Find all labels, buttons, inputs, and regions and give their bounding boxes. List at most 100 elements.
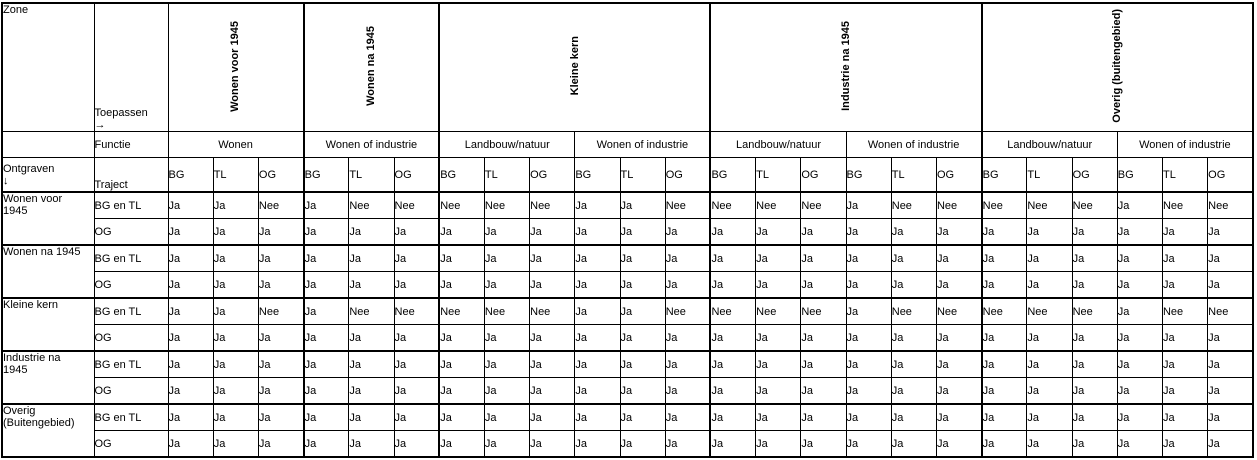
value-cell: Nee <box>890 297 937 325</box>
function-header-cell: Landbouw/natuur <box>438 131 576 158</box>
value-cell: Ja <box>257 218 305 246</box>
function-header-cell: Landbouw/natuur <box>980 131 1118 158</box>
value-cell: Ja <box>709 324 757 352</box>
table-row: Wonen na 1945 BG en TL Ja Ja Ja Ja Ja Ja Ja Ja Ja J… <box>1 244 1254 299</box>
table-row: OG Ja Ja Ja Ja Ja Ja Ja Ja Ja Ja Ja Ja Ja Ja Ja Ja Ja Ja Ja… <box>2 271 1254 299</box>
value-cell: Ja <box>755 244 802 272</box>
value-cell: Ja <box>845 324 892 352</box>
value-cell: Ja <box>393 218 440 246</box>
value-cell: Nee <box>1026 191 1073 219</box>
value-cell: Ja <box>302 218 350 246</box>
value-cell: Ja <box>393 244 440 272</box>
value-cell: Ja <box>755 350 802 378</box>
value-cell: Ja <box>755 403 802 431</box>
value-cell: Ja <box>348 324 395 352</box>
value-cell: Ja <box>167 324 214 352</box>
value-cell: Ja <box>890 218 937 246</box>
value-cell: Ja <box>980 218 1028 246</box>
value-cell: Ja <box>845 350 892 378</box>
value-cell: Nee <box>257 297 305 325</box>
value-cell: Nee <box>483 297 531 325</box>
function-header-cell: Wonen of industrie <box>845 131 983 158</box>
value-cell: Ja <box>574 297 621 325</box>
value-cell: Ja <box>1116 403 1163 431</box>
value-cell: Ja <box>1116 191 1163 219</box>
value-cell: Nee <box>935 297 983 325</box>
value-cell: Ja <box>529 430 576 458</box>
zone-header-rotated-label: Wonen na 1945 <box>365 26 378 106</box>
value-cell: Nee <box>393 297 440 325</box>
value-cell: Ja <box>1026 350 1073 378</box>
ontgraven-text: Ontgraven ↓ <box>3 162 55 187</box>
value-cell: Ja <box>845 191 892 219</box>
traject-row-label: BG en TL <box>93 350 169 378</box>
zone-row-label: Wonen voor 1945 <box>1 191 95 246</box>
value-cell: Nee <box>800 297 847 325</box>
value-cell: Ja <box>257 377 305 405</box>
value-cell: Ja <box>483 350 531 378</box>
value-cell: Nee <box>755 191 802 219</box>
value-cell: Ja <box>212 244 259 272</box>
value-cell: Ja <box>393 271 440 299</box>
table-row: OG Ja Ja Ja Ja Ja Ja Ja Ja Ja Ja Ja Ja Ja Ja Ja Ja Ja Ja Ja… <box>2 324 1254 352</box>
value-cell: Nee <box>755 297 802 325</box>
value-cell: Ja <box>890 350 937 378</box>
value-cell: Ja <box>980 377 1028 405</box>
traject-header-row: Ontgraven ↓ Traject BG TL OG BG TL OG BG TL OG BG… <box>1 157 1254 193</box>
value-cell: Ja <box>212 218 259 246</box>
value-cell: Ja <box>1207 324 1254 352</box>
value-cell: Ja <box>1207 430 1254 458</box>
value-cell: Nee <box>1161 297 1209 325</box>
value-cell: Ja <box>348 403 395 431</box>
value-cell: Ja <box>980 271 1028 299</box>
function-header-cell: Wonen of industrie <box>1116 131 1254 158</box>
value-cell: Ja <box>529 403 576 431</box>
value-cell: Ja <box>212 324 259 352</box>
value-cell: Ja <box>167 191 214 219</box>
value-cell: Nee <box>980 191 1028 219</box>
zone-row-label: Overig (Buitengebied) <box>1 403 95 458</box>
zone-row-label-text: Wonen na 1945 <box>3 246 81 258</box>
zone-header-cell: Wonen voor 1945 <box>167 2 305 132</box>
value-cell: Ja <box>1071 377 1118 405</box>
value-cell: Ja <box>212 297 259 325</box>
value-cell: Ja <box>529 377 576 405</box>
zone-corner-label: Zone <box>1 2 95 132</box>
traject-col-header: TL <box>1026 157 1073 193</box>
value-cell: Ja <box>664 271 711 299</box>
value-cell: Nee <box>529 191 576 219</box>
function-header-cell: Wonen of industrie <box>302 131 440 158</box>
value-cell: Ja <box>438 324 485 352</box>
traject-col-header: TL <box>619 157 666 193</box>
value-cell: Ja <box>393 430 440 458</box>
toepassen-corner-label: Toepassen→ <box>93 2 169 132</box>
traject-col-header: OG <box>257 157 305 193</box>
value-cell: Ja <box>529 350 576 378</box>
value-cell: Nee <box>1161 191 1209 219</box>
value-cell: Nee <box>1207 297 1254 325</box>
value-cell: Ja <box>845 403 892 431</box>
value-cell: Ja <box>1071 403 1118 431</box>
value-cell: Ja <box>302 324 350 352</box>
value-cell: Ja <box>890 244 937 272</box>
value-cell: Ja <box>1116 350 1163 378</box>
traject-col-header: OG <box>529 157 576 193</box>
table-row: Industrie na 1945 BG en TL Ja Ja Ja Ja Ja Ja Ja J… <box>1 350 1254 405</box>
value-cell: Ja <box>212 377 259 405</box>
zone-header-rotated-label: Kleine kern <box>568 36 581 96</box>
value-cell: Ja <box>755 377 802 405</box>
value-cell: Ja <box>619 350 666 378</box>
value-cell: Ja <box>935 324 983 352</box>
value-cell: Ja <box>167 218 214 246</box>
value-cell: Nee <box>438 191 485 219</box>
table-row: Kleine kern BG en TL Ja Ja Nee Ja Nee Nee Nee Nee… <box>1 297 1254 352</box>
value-cell: Ja <box>167 297 214 325</box>
value-cell: Ja <box>935 430 983 458</box>
value-cell: Ja <box>393 324 440 352</box>
traject-col-header: BG <box>167 157 214 193</box>
zone-row-label: Kleine kern <box>1 297 95 352</box>
value-cell: Ja <box>890 430 937 458</box>
value-cell: Ja <box>935 218 983 246</box>
value-cell: Ja <box>1207 350 1254 378</box>
